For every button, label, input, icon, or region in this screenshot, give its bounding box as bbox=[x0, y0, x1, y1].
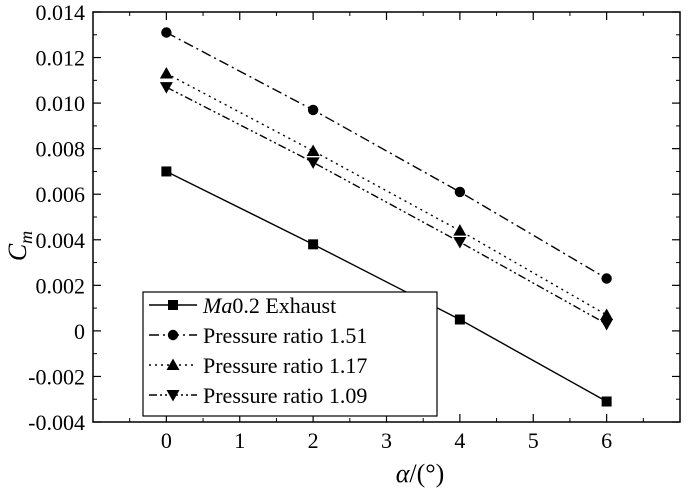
data-point-series-4 bbox=[600, 319, 614, 331]
y-tick-label: -0.004 bbox=[28, 410, 85, 435]
x-tick-label: 0 bbox=[161, 428, 172, 453]
series-line-1 bbox=[166, 170, 607, 403]
data-point-series-1 bbox=[161, 166, 172, 177]
legend-marker-4 bbox=[166, 390, 180, 402]
data-point-series-2 bbox=[601, 273, 612, 284]
y-tick-label: 0.010 bbox=[36, 91, 86, 116]
data-point-series-3 bbox=[159, 67, 173, 79]
y-axis-title-main: C bbox=[3, 243, 32, 261]
legend-marker-2 bbox=[167, 329, 179, 341]
series-line-4 bbox=[166, 86, 607, 325]
x-tick-label: 5 bbox=[528, 428, 539, 453]
data-point-series-1 bbox=[308, 239, 319, 250]
series-line-3 bbox=[166, 72, 607, 316]
legend-entries: Ma0.2 Exhaust Pressure ratio 1.51 Pressure… bbox=[149, 293, 367, 408]
data-point-series-3 bbox=[453, 224, 467, 236]
legend-label-italic-part: Ma bbox=[202, 293, 232, 318]
plot-layer: 0 1 2 3 4 5 6 -0.004 -0.002 0 0.002 0.004 0.006 0.008… bbox=[28, 0, 681, 453]
y-tick-label: 0.008 bbox=[36, 137, 86, 162]
legend-label-4: Pressure ratio 1.09 bbox=[203, 383, 367, 408]
series-line-2 bbox=[166, 31, 607, 280]
data-point-series-3 bbox=[306, 144, 320, 156]
legend-label-1: Ma0.2 Exhaust bbox=[202, 293, 336, 318]
x-tick-label: 6 bbox=[601, 428, 612, 453]
legend-marker-3 bbox=[166, 358, 180, 370]
x-axis-title-suffix: /(°) bbox=[409, 459, 444, 488]
data-point-series-1 bbox=[601, 396, 612, 407]
data-point-series-2 bbox=[161, 27, 172, 38]
data-point-series-4 bbox=[306, 157, 320, 169]
legend-label-3: Pressure ratio 1.17 bbox=[203, 353, 367, 378]
data-point-series-2 bbox=[454, 186, 466, 198]
y-axis-title-sub: m bbox=[16, 231, 36, 244]
x-tick-label: 1 bbox=[234, 428, 245, 453]
x-axis-title-main: α bbox=[396, 459, 411, 488]
legend-label-rest: 0.2 Exhaust bbox=[232, 293, 336, 318]
y-tick-label: 0 bbox=[74, 319, 85, 344]
data-point-series-2 bbox=[307, 104, 319, 116]
y-tick-label: 0.004 bbox=[36, 228, 86, 253]
x-tick-label: 3 bbox=[381, 428, 392, 453]
y-axis-title: Cm bbox=[3, 231, 36, 261]
data-point-series-4 bbox=[159, 82, 173, 94]
x-tick-label: 2 bbox=[308, 428, 319, 453]
x-tick-label: 4 bbox=[454, 428, 465, 453]
legend-label-2: Pressure ratio 1.51 bbox=[203, 323, 367, 348]
y-tick-label: -0.002 bbox=[28, 364, 85, 389]
y-tick-label: 0.006 bbox=[36, 182, 86, 207]
legend: Ma0.2 Exhaust Pressure ratio 1.51 Pressure… bbox=[142, 291, 438, 417]
y-tick-label: 0.012 bbox=[36, 46, 86, 71]
x-axis-title: α/(°) bbox=[396, 459, 445, 488]
legend-marker-1 bbox=[168, 300, 178, 310]
data-point-series-1 bbox=[454, 314, 465, 325]
y-tick-label: 0.014 bbox=[36, 0, 86, 25]
data-point-series-3 bbox=[600, 308, 614, 320]
data-point-series-4 bbox=[453, 237, 467, 249]
y-tick-label: 0.002 bbox=[36, 273, 86, 298]
